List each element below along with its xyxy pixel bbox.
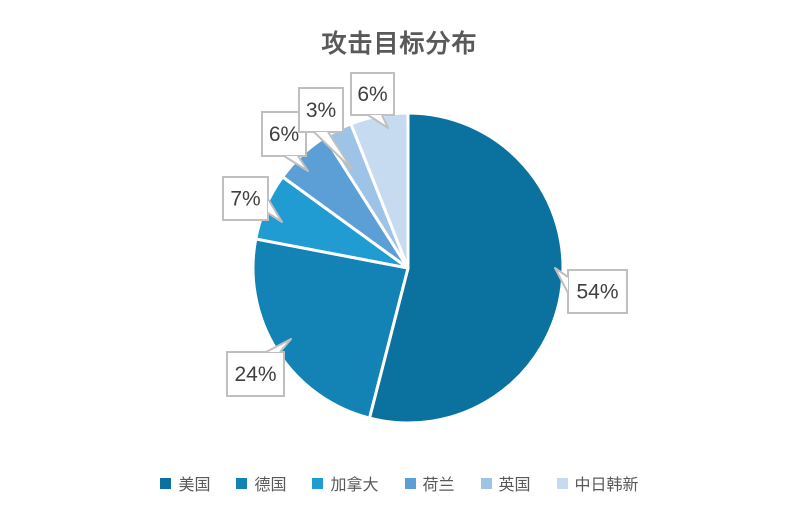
data-label-callout-2: 24%: [226, 338, 292, 397]
data-label-text: 7%: [230, 188, 260, 211]
legend-item-6: 中日韩新: [556, 471, 639, 495]
legend-swatch: [312, 477, 324, 489]
legend-item-5: 英国: [480, 471, 531, 495]
data-label-callout-5: 3%: [298, 87, 353, 170]
legend-label: 荷兰: [422, 477, 455, 494]
legend-label: 美国: [178, 477, 211, 494]
data-label-text: 54%: [576, 281, 618, 304]
callout-pointer: [267, 198, 283, 223]
callout-pointer: [367, 114, 389, 129]
data-label-callout-1: 54%: [554, 267, 628, 314]
chart-title: 攻击目标分布: [321, 30, 478, 58]
legend-item-1: 美国: [160, 471, 210, 495]
legend-swatch: [160, 477, 172, 489]
legend-item-2: 德国: [236, 471, 286, 495]
legend-item-4: 荷兰: [404, 471, 455, 495]
legend-swatch: [236, 477, 248, 489]
data-label-text: 6%: [357, 83, 387, 106]
legend-swatch: [480, 477, 492, 489]
legend-swatch: [556, 477, 568, 489]
callout-pointer: [283, 155, 309, 172]
pie-chart-svg: 54% 24% 7% 6% 3% 6%: [222, 72, 628, 425]
callout-box: [567, 269, 628, 314]
data-label-callout-6: 6%: [350, 72, 395, 129]
legend-label: 中日韩新: [574, 477, 639, 494]
legend-swatch: [404, 477, 416, 489]
callout-pointer: [265, 338, 292, 353]
data-label-text: 24%: [234, 363, 276, 386]
data-label-text: 6%: [269, 123, 299, 146]
callout-box: [222, 176, 269, 221]
chart-legend: 美国 德国 加拿大 荷兰 英国 中日韩新: [0, 471, 799, 495]
callout-pointer: [554, 267, 569, 294]
callout-pointer: [313, 131, 353, 170]
legend-item-3: 加拿大: [312, 471, 379, 495]
legend-label: 加拿大: [330, 477, 379, 494]
data-label-callout-3: 7%: [222, 176, 283, 223]
legend-label: 德国: [254, 477, 287, 494]
pie-slice-1: [367, 111, 565, 425]
callout-box: [226, 351, 285, 397]
data-label-text: 3%: [306, 99, 336, 122]
legend-label: 英国: [498, 477, 531, 494]
